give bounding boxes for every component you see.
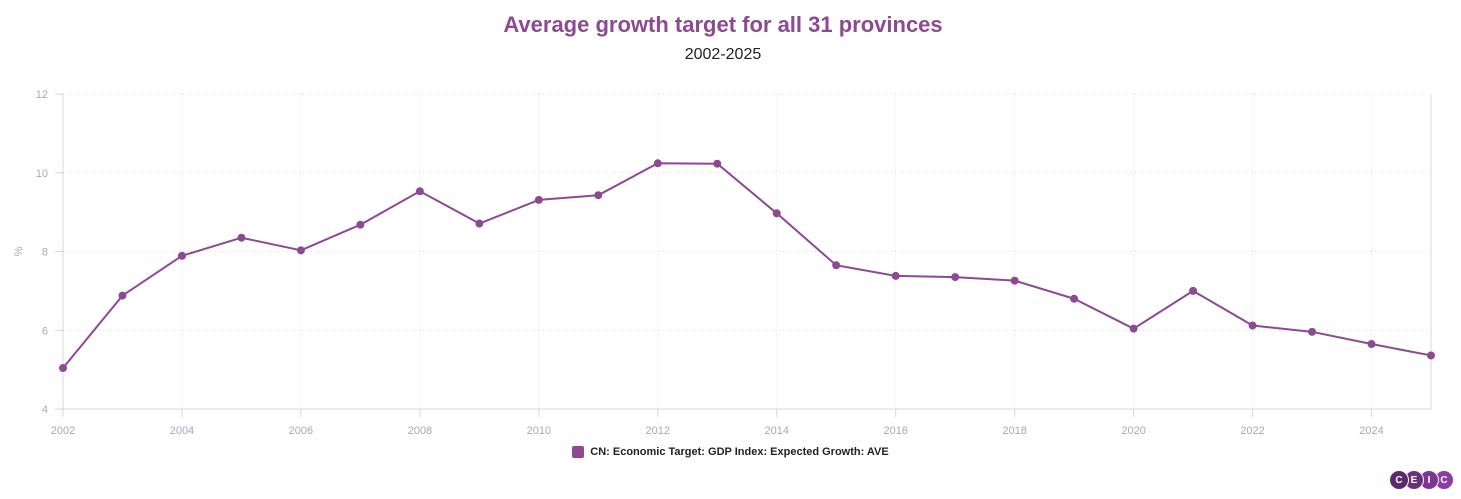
x-tick-label: 2004 xyxy=(170,425,194,437)
grid-lines xyxy=(63,93,1431,409)
y-tick-label: 4 xyxy=(42,404,48,416)
data-point xyxy=(713,159,722,168)
data-point xyxy=(1248,321,1257,330)
data-point xyxy=(891,271,900,280)
x-tick-label: 2006 xyxy=(289,425,313,437)
legend: CN: Economic Target: GDP Index: Expected… xyxy=(0,446,1461,458)
logo-letter: I xyxy=(1420,471,1438,489)
data-point xyxy=(594,191,603,200)
axes xyxy=(55,93,1432,417)
x-tick-label: 2016 xyxy=(883,425,907,437)
data-point xyxy=(772,209,781,218)
data-point xyxy=(1010,276,1019,285)
data-point xyxy=(177,251,186,260)
x-tick-label: 2012 xyxy=(646,425,670,437)
x-tick-label: 2018 xyxy=(1002,425,1026,437)
tick-labels: 4 6 8 10 12 2002 2004 2006 2008 2010 2012 2014 2016 2… xyxy=(36,89,1384,437)
data-point xyxy=(1308,327,1317,336)
data-point xyxy=(356,220,365,229)
x-tick-label: 2020 xyxy=(1121,425,1145,437)
legend-label[interactable]: CN: Economic Target: GDP Index: Expected… xyxy=(590,446,889,458)
data-point xyxy=(1129,324,1138,333)
x-tick-label: 2010 xyxy=(527,425,551,437)
y-tick-label: 6 xyxy=(42,325,48,337)
chart-subtitle: 2002-2025 xyxy=(684,46,762,63)
data-point xyxy=(237,233,246,242)
data-point xyxy=(534,195,543,204)
data-point xyxy=(653,159,662,168)
data-point xyxy=(59,364,67,373)
legend-swatch[interactable] xyxy=(572,446,585,458)
data-point xyxy=(296,246,305,255)
data-point xyxy=(475,219,484,228)
logo-letter: E xyxy=(1405,471,1423,489)
series-layer xyxy=(59,159,1435,373)
x-tick-label: 2002 xyxy=(51,425,75,437)
x-tick-label: 2014 xyxy=(764,425,788,437)
logo-letter: C xyxy=(1435,471,1453,489)
x-tick-label: 2008 xyxy=(408,425,432,437)
series-line xyxy=(62,162,1432,369)
x-tick-label: 2022 xyxy=(1240,425,1264,437)
logo-letter: C xyxy=(1390,471,1408,489)
y-axis-label: % xyxy=(13,246,25,256)
y-tick-label: 8 xyxy=(42,247,48,259)
chart-title: Average growth target for all 31 provinc… xyxy=(503,12,943,37)
data-point xyxy=(415,187,424,196)
data-point xyxy=(1070,294,1079,303)
data-point xyxy=(1189,286,1198,295)
data-point xyxy=(118,291,127,300)
data-point xyxy=(1427,351,1435,360)
y-tick-label: 10 xyxy=(36,168,48,180)
data-point xyxy=(951,273,960,282)
data-point xyxy=(832,261,841,270)
x-tick-label: 2024 xyxy=(1359,425,1383,437)
y-tick-label: 12 xyxy=(36,89,48,101)
data-point xyxy=(1367,340,1376,349)
